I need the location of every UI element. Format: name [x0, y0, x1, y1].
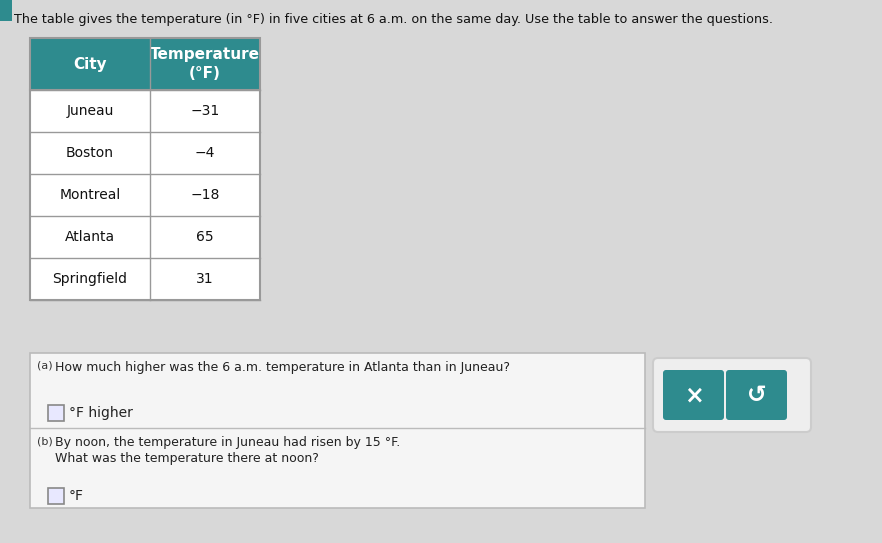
Bar — [48, 488, 64, 504]
Bar — [30, 38, 260, 300]
FancyBboxPatch shape — [653, 358, 811, 432]
Text: −31: −31 — [191, 104, 220, 118]
Text: City: City — [73, 56, 107, 72]
Text: Temperature
(°F): Temperature (°F) — [150, 47, 260, 81]
Bar — [30, 90, 260, 132]
Text: (b): (b) — [37, 436, 53, 446]
Text: °F: °F — [69, 489, 84, 503]
Text: ×: × — [684, 383, 703, 407]
Text: Montreal: Montreal — [59, 188, 121, 202]
Text: By noon, the temperature in Juneau had risen by 15 °F.: By noon, the temperature in Juneau had r… — [55, 436, 400, 449]
Text: 65: 65 — [196, 230, 213, 244]
Text: Atlanta: Atlanta — [65, 230, 115, 244]
Bar — [30, 174, 260, 216]
Text: What was the temperature there at noon?: What was the temperature there at noon? — [55, 452, 319, 465]
Bar — [30, 258, 260, 300]
Text: °F higher: °F higher — [69, 406, 133, 420]
Text: −18: −18 — [191, 188, 220, 202]
Text: Boston: Boston — [66, 146, 114, 160]
FancyBboxPatch shape — [0, 0, 12, 21]
Bar — [30, 38, 260, 90]
FancyBboxPatch shape — [30, 353, 645, 508]
Text: ↺: ↺ — [747, 383, 766, 407]
Bar — [30, 132, 260, 174]
Text: 31: 31 — [196, 272, 213, 286]
Text: Springfield: Springfield — [53, 272, 128, 286]
FancyBboxPatch shape — [726, 370, 787, 420]
Text: How much higher was the 6 a.m. temperature in Atlanta than in Juneau?: How much higher was the 6 a.m. temperatu… — [55, 361, 510, 374]
Text: The table gives the temperature (in °F) in five cities at 6 a.m. on the same day: The table gives the temperature (in °F) … — [14, 13, 773, 26]
Text: (a): (a) — [37, 361, 53, 371]
Bar — [30, 216, 260, 258]
Text: −4: −4 — [195, 146, 215, 160]
Text: Juneau: Juneau — [66, 104, 114, 118]
Bar — [48, 405, 64, 421]
FancyBboxPatch shape — [663, 370, 724, 420]
